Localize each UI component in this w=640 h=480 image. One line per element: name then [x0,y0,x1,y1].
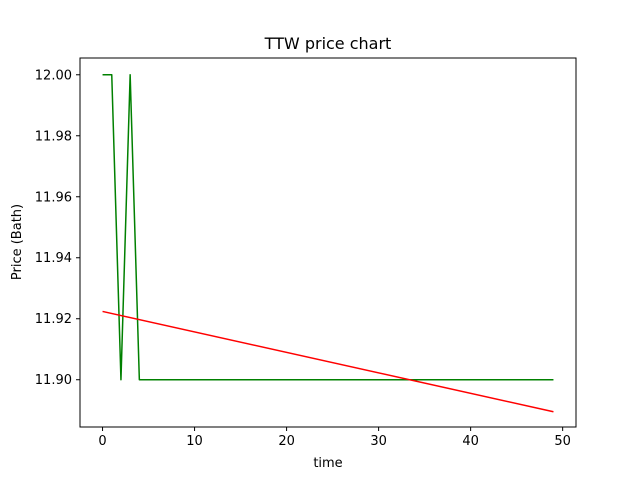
x-tick-label-1: 10 [186,434,203,449]
x-tick-label-0: 0 [98,434,106,449]
plot-layer [102,74,554,413]
y-tick-label-1: 11.92 [35,312,72,327]
x-tick-label-2: 20 [278,434,295,449]
x-tick-label-4: 40 [462,434,479,449]
y-tick-label-0: 11.90 [35,373,72,388]
y-axis-label: Price (Bath) [10,204,25,280]
series-line-1 [102,310,554,413]
y-tick-label-2: 11.94 [35,251,72,266]
y-tick-label-3: 11.96 [35,190,72,205]
x-tick-label-3: 30 [370,434,387,449]
plot-frame [79,57,577,428]
series-line-0 [102,74,554,381]
x-tick-label-5: 50 [554,434,571,449]
ticks-layer: 0 10 20 30 40 50 11.90 11.92 11.94 11.96 11.98 12.0… [35,68,571,449]
x-axis-label: time [313,456,342,471]
y-tick-label-5: 12.00 [35,68,72,83]
y-tick-label-4: 11.98 [35,129,72,144]
chart-title: TTW price chart [264,34,392,53]
